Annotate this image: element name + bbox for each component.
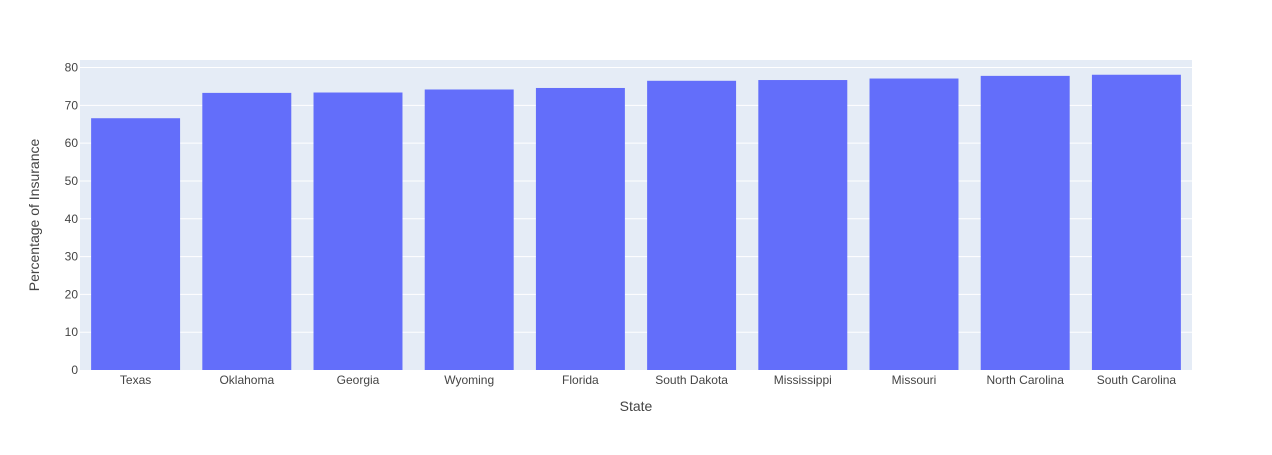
bars	[91, 74, 1181, 371]
bar-north-carolina[interactable]	[980, 75, 1070, 370]
x-tick-label: Oklahoma	[219, 373, 274, 387]
y-tick-label: 30	[65, 250, 79, 264]
x-tick-label: Florida	[562, 373, 599, 387]
y-tick-label: 50	[65, 174, 79, 188]
bar-south-dakota[interactable]	[647, 80, 737, 370]
x-tick-label: Wyoming	[444, 373, 494, 387]
y-tick-label: 70	[65, 98, 79, 112]
y-tick-label: 20	[65, 287, 79, 301]
bar-wyoming[interactable]	[424, 89, 514, 371]
bar-florida[interactable]	[535, 87, 625, 370]
bar-texas[interactable]	[91, 118, 181, 370]
x-axis-ticks: Texas Oklahoma Georgia Wyoming Florida South …	[120, 373, 1176, 387]
y-tick-label: 10	[65, 325, 79, 339]
bar-mississippi[interactable]	[758, 80, 848, 370]
x-tick-label: Missouri	[892, 373, 937, 387]
bar-oklahoma[interactable]	[202, 92, 292, 370]
y-tick-label: 40	[65, 212, 79, 226]
bar-georgia[interactable]	[313, 92, 403, 370]
x-axis-title: State	[620, 398, 653, 414]
x-tick-label: South Dakota	[655, 373, 728, 387]
y-axis-title: Percentage of Insurance	[26, 139, 42, 292]
y-tick-label: 80	[65, 61, 79, 75]
x-tick-label: Mississippi	[774, 373, 832, 387]
bar-missouri[interactable]	[869, 78, 959, 371]
x-tick-label: Georgia	[337, 373, 380, 387]
x-tick-label: Texas	[120, 373, 151, 387]
bar-south-carolina[interactable]	[1091, 74, 1181, 371]
y-tick-label: 60	[65, 136, 79, 150]
y-tick-label: 0	[71, 363, 78, 377]
x-tick-label: South Carolina	[1097, 373, 1177, 387]
x-tick-label: North Carolina	[987, 373, 1065, 387]
y-axis-ticks: 0 10 20 30 40 50 60 70 80	[65, 61, 79, 377]
